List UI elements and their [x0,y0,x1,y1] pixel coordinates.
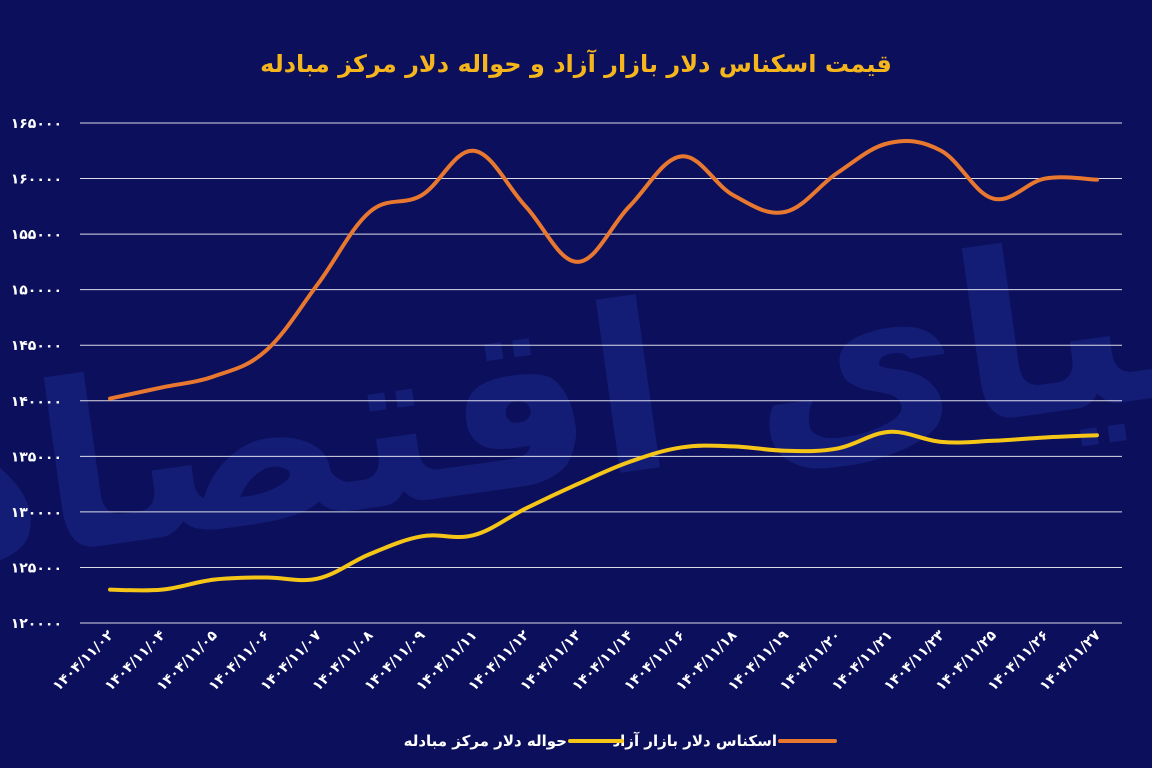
data-point [783,210,787,214]
data-point [1043,435,1047,439]
data-point [1043,177,1047,181]
data-point [679,154,683,158]
watermark: دنیای اقتصاد [0,161,1152,624]
y-tick-label: ۱۳۵۰۰۰ [11,449,62,465]
data-point [108,397,112,401]
data-point [731,193,735,197]
y-tick-label: ۱۵۰۰۰۰ [11,283,62,299]
data-point [368,210,372,214]
data-point [264,575,268,579]
data-point [627,204,631,208]
series-line-1 [108,429,1099,593]
data-point [524,507,528,511]
legend: اسکناس دلار بازار آزاد حواله دلار مرکز مب… [404,732,837,750]
y-tick-label: ۱۲۵۰۰۰ [11,560,62,576]
data-point [264,349,268,353]
data-point [1095,433,1099,437]
legend-label: حواله دلار مرکز مبادله [404,732,567,750]
data-point [887,141,891,145]
series-layer [108,139,1099,593]
data-point [576,482,580,486]
data-point [316,282,320,286]
data-point [679,445,683,449]
data-point [212,374,216,378]
grid-layer [80,122,1122,624]
data-point [108,588,112,592]
y-tick-label: ۱۴۰۰۰۰ [11,394,62,410]
data-point [472,149,476,153]
data-point [1095,178,1099,182]
chart-title: قیمت اسکناس دلار بازار آزاد و حواله دلار… [260,49,892,78]
data-point [939,440,943,444]
data-point [420,534,424,538]
data-point [316,577,320,581]
data-point [627,460,631,464]
data-point [420,193,424,197]
y-tick-label: ۱۶۰۰۰۰ [11,172,62,188]
x-axis: ۱۴۰۴/۱۱/۰۲۱۴۰۴/۱۱/۰۴۱۴۰۴/۱۱/۰۵۱۴۰۴/۱۱/۰۶… [50,627,1104,694]
data-point [524,204,528,208]
data-point [991,439,995,443]
data-point [835,447,839,451]
data-point [160,588,164,592]
data-point [991,197,995,201]
y-tick-label: ۱۳۰۰۰۰ [11,505,62,521]
data-point [783,449,787,453]
y-tick-label: ۱۵۵۰۰۰ [11,227,62,243]
data-point [887,430,891,434]
y-tick-label: ۱۲۰۰۰۰ [11,616,62,632]
data-point [576,260,580,264]
y-axis: ۱۲۰۰۰۰ ۱۲۵۰۰۰ ۱۳۰۰۰۰ ۱۳۵۰۰۰ ۱۴۰۰۰۰ ۱۴۵۰۰۰ ۱۵۰۰… [11,116,62,632]
data-point [212,578,216,582]
data-point [731,444,735,448]
data-point [835,171,839,175]
y-tick-label: ۱۶۵۰۰۰ [11,116,62,132]
y-tick-label: ۱۴۵۰۰۰ [11,338,62,354]
data-point [939,149,943,153]
data-point [160,385,164,389]
data-point [472,533,476,537]
data-point [368,552,372,556]
legend-label: اسکناس دلار بازار آزاد [612,732,777,750]
series-line-0 [108,139,1099,401]
